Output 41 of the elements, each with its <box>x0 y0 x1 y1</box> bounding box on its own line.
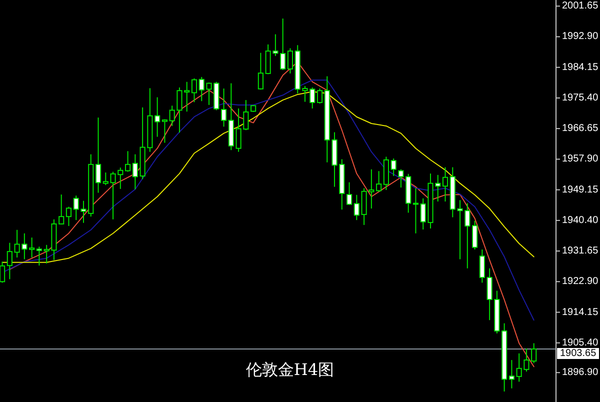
candlestick <box>95 117 102 194</box>
candlestick <box>508 360 514 389</box>
candlestick <box>132 154 138 190</box>
candlestick <box>162 118 168 144</box>
candlestick <box>442 166 448 202</box>
candlestick <box>472 220 478 250</box>
y-tick-label: 1905.40 <box>562 337 599 348</box>
y-tick-label: 1914.15 <box>562 306 599 318</box>
candlestick <box>191 78 198 103</box>
candlestick <box>316 88 323 104</box>
ref-line-label: 1903.65 <box>560 348 597 359</box>
y-tick-label: 1966.65 <box>562 123 599 134</box>
candlestick <box>220 88 227 128</box>
candlestick <box>280 18 286 70</box>
y-tick-label: 1931.65 <box>562 246 599 257</box>
candlestick <box>390 158 396 176</box>
y-tick-label: 1957.90 <box>562 154 599 165</box>
y-tick-label: 1949.15 <box>562 184 599 196</box>
candlestick <box>376 170 382 192</box>
y-tick-label: 1922.90 <box>562 276 599 288</box>
y-tick-label: 1896.90 <box>562 367 599 378</box>
candlestick <box>36 246 42 266</box>
candlestick <box>0 261 6 284</box>
y-tick-label: 1992.90 <box>562 31 599 42</box>
candlestick <box>66 206 72 227</box>
y-tick-label: 2001.65 <box>562 0 599 12</box>
candlestick <box>258 52 264 90</box>
candlestick <box>287 48 294 74</box>
candlestick <box>346 182 352 206</box>
candlestick <box>398 168 404 188</box>
y-tick-label: 1940.40 <box>562 214 599 226</box>
candlestick <box>125 150 131 172</box>
candlestick <box>412 188 419 234</box>
candlestick <box>354 194 360 221</box>
annotation: 伦敦金H4图 <box>246 360 334 379</box>
y-tick-label: 1984.15 <box>562 62 599 73</box>
y-tick-label: 1975.40 <box>562 92 599 104</box>
candlestick <box>6 242 12 280</box>
candlestick <box>29 237 35 258</box>
candlestick <box>154 96 160 138</box>
candlestick <box>479 248 485 284</box>
